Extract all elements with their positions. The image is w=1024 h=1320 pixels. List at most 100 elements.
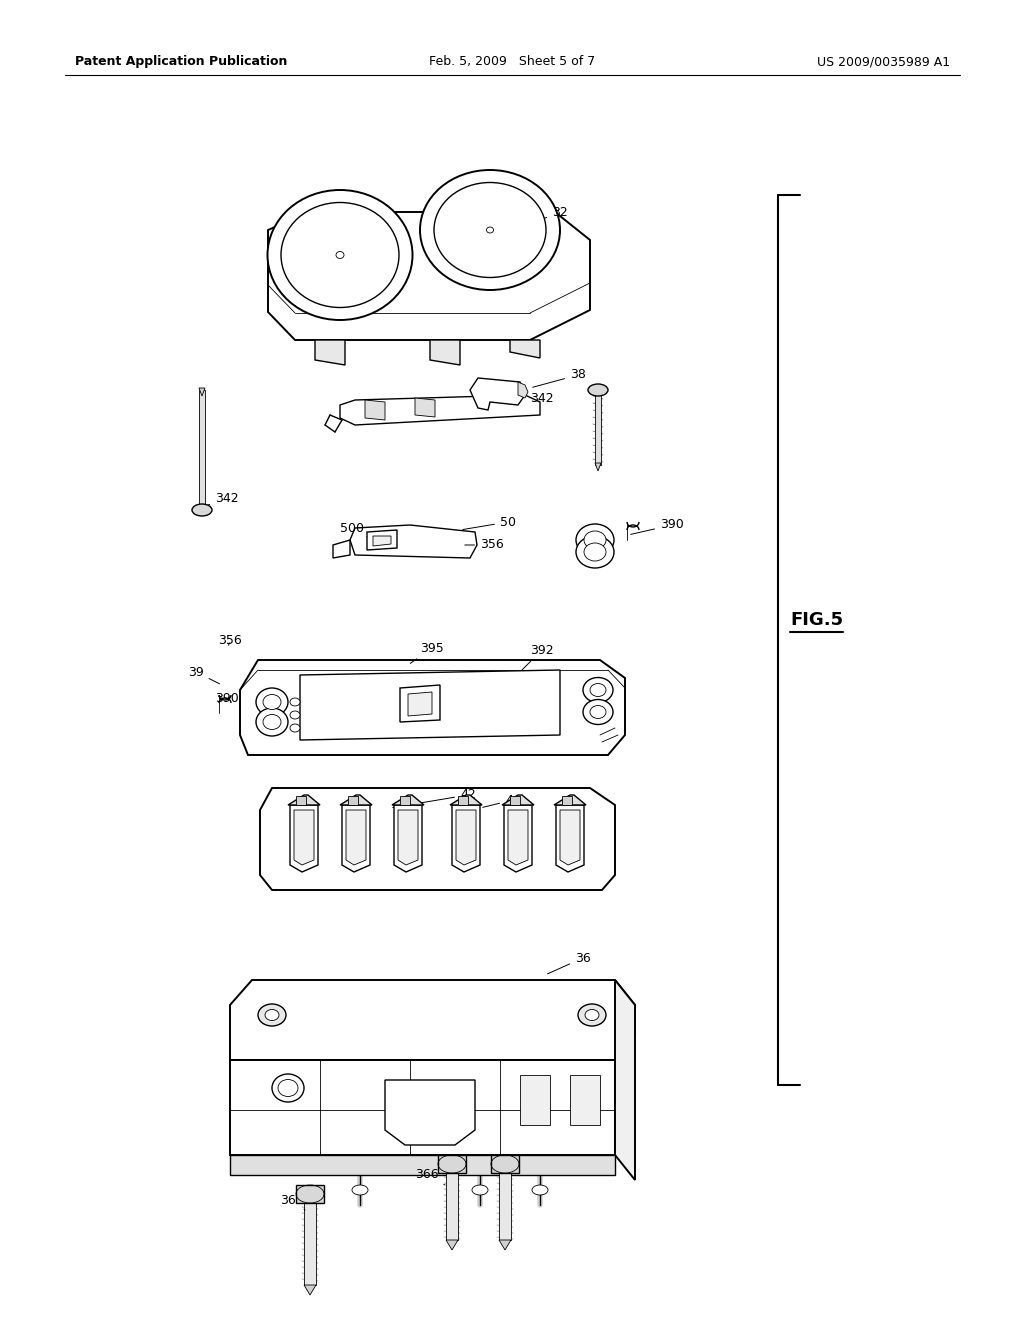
- Text: US 2009/0035989 A1: US 2009/0035989 A1: [817, 55, 950, 69]
- Text: 42: 42: [393, 788, 476, 808]
- Polygon shape: [400, 796, 410, 805]
- Polygon shape: [342, 805, 370, 873]
- Text: 366: 366: [280, 1193, 305, 1210]
- Polygon shape: [595, 393, 601, 465]
- Polygon shape: [260, 788, 615, 890]
- Polygon shape: [556, 805, 584, 873]
- Polygon shape: [615, 979, 635, 1180]
- Polygon shape: [504, 805, 532, 873]
- Polygon shape: [346, 810, 366, 865]
- Ellipse shape: [578, 1005, 606, 1026]
- Polygon shape: [304, 1284, 316, 1295]
- Polygon shape: [510, 341, 540, 358]
- Polygon shape: [400, 685, 440, 722]
- Polygon shape: [230, 979, 635, 1060]
- Polygon shape: [288, 795, 319, 805]
- Text: Patent Application Publication: Patent Application Publication: [75, 55, 288, 69]
- Text: 32: 32: [530, 206, 567, 224]
- Text: 50: 50: [463, 516, 516, 529]
- Text: 38: 38: [532, 368, 586, 387]
- Polygon shape: [350, 525, 477, 558]
- Polygon shape: [470, 378, 525, 411]
- Polygon shape: [199, 388, 205, 396]
- Ellipse shape: [193, 504, 212, 516]
- Text: 395: 395: [411, 642, 443, 664]
- Polygon shape: [304, 1203, 316, 1284]
- Polygon shape: [508, 810, 528, 865]
- Ellipse shape: [434, 182, 546, 277]
- Polygon shape: [510, 796, 520, 805]
- Ellipse shape: [590, 684, 606, 697]
- Text: 390: 390: [631, 519, 684, 535]
- Polygon shape: [490, 1155, 519, 1173]
- Polygon shape: [373, 536, 391, 546]
- Polygon shape: [554, 795, 586, 805]
- Polygon shape: [499, 1239, 511, 1250]
- Ellipse shape: [575, 536, 614, 568]
- Polygon shape: [430, 341, 460, 366]
- Polygon shape: [560, 810, 580, 865]
- Polygon shape: [367, 531, 397, 550]
- Polygon shape: [392, 795, 424, 805]
- Polygon shape: [268, 213, 590, 341]
- Ellipse shape: [588, 384, 608, 396]
- Text: 44: 44: [482, 793, 521, 808]
- Ellipse shape: [585, 1010, 599, 1020]
- Polygon shape: [446, 1239, 458, 1250]
- Polygon shape: [446, 1173, 458, 1239]
- Ellipse shape: [258, 1005, 286, 1026]
- Ellipse shape: [584, 531, 606, 549]
- Polygon shape: [296, 796, 306, 805]
- Polygon shape: [340, 395, 540, 425]
- Text: 390: 390: [215, 692, 239, 705]
- Ellipse shape: [278, 1080, 298, 1097]
- Ellipse shape: [256, 688, 288, 715]
- Ellipse shape: [290, 698, 300, 706]
- Polygon shape: [365, 400, 385, 420]
- Polygon shape: [502, 795, 534, 805]
- Polygon shape: [415, 399, 435, 417]
- Ellipse shape: [290, 711, 300, 719]
- Ellipse shape: [336, 252, 344, 259]
- Text: 342: 342: [208, 491, 239, 506]
- Ellipse shape: [272, 1074, 304, 1102]
- Ellipse shape: [263, 694, 281, 710]
- Ellipse shape: [263, 714, 281, 730]
- Text: 356: 356: [465, 539, 504, 552]
- Polygon shape: [230, 1060, 615, 1155]
- Polygon shape: [240, 660, 625, 755]
- Ellipse shape: [590, 705, 606, 718]
- Polygon shape: [562, 796, 572, 805]
- Polygon shape: [348, 796, 358, 805]
- Polygon shape: [385, 1080, 475, 1144]
- Polygon shape: [300, 671, 560, 741]
- Polygon shape: [438, 1155, 466, 1173]
- Polygon shape: [408, 692, 432, 715]
- Text: 356: 356: [218, 634, 242, 647]
- Ellipse shape: [420, 170, 560, 290]
- Text: 39: 39: [188, 665, 219, 684]
- Polygon shape: [199, 389, 205, 513]
- Ellipse shape: [281, 202, 399, 308]
- Ellipse shape: [583, 700, 613, 725]
- Polygon shape: [398, 810, 418, 865]
- Polygon shape: [595, 463, 601, 471]
- Text: 36: 36: [548, 952, 591, 974]
- Text: FIG.5: FIG.5: [790, 611, 843, 630]
- Polygon shape: [499, 1173, 511, 1239]
- Ellipse shape: [265, 1010, 279, 1020]
- Text: Feb. 5, 2009   Sheet 5 of 7: Feb. 5, 2009 Sheet 5 of 7: [429, 55, 595, 69]
- Ellipse shape: [584, 543, 606, 561]
- Polygon shape: [452, 805, 480, 873]
- Text: 366: 366: [415, 1168, 445, 1185]
- Ellipse shape: [486, 227, 494, 234]
- Polygon shape: [518, 381, 528, 399]
- Polygon shape: [333, 540, 350, 558]
- Ellipse shape: [583, 677, 613, 702]
- Text: 500: 500: [340, 521, 368, 537]
- Polygon shape: [230, 1155, 615, 1175]
- Polygon shape: [294, 810, 314, 865]
- Polygon shape: [520, 1074, 550, 1125]
- Ellipse shape: [575, 524, 614, 556]
- Ellipse shape: [256, 708, 288, 737]
